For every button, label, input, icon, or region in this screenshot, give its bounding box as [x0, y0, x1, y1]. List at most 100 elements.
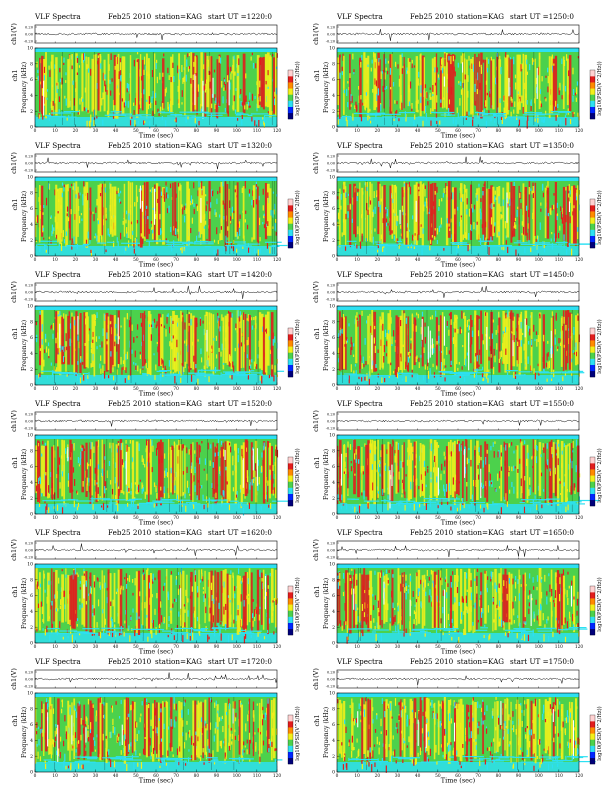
x-tick-label: 80: [496, 645, 502, 650]
x-tick-label: 0: [336, 516, 339, 521]
spectrogram-band-top: [337, 693, 579, 697]
y-tick-label: 0: [30, 512, 33, 518]
spectrogram-panel: VLF Spectra Feb25 2010 station=KAG start UT…: [307, 395, 607, 527]
y-tick-label: 2: [30, 754, 33, 760]
x-tick-label: 30: [395, 129, 401, 134]
x-tick-label: 70: [475, 645, 481, 650]
x-tick-label: 110: [555, 516, 563, 521]
x-tick-label: 80: [496, 774, 502, 779]
waveform-tick-label: 0.00: [327, 549, 336, 553]
colorbar: [287, 456, 294, 507]
title-start-time: start UT =1250:0: [510, 12, 574, 21]
colorbar-label: log10(PSD(V^2/Hz)): [294, 61, 301, 115]
spectrogram-panel: VLF Spectra Feb25 2010 station=KAG start UT…: [307, 137, 607, 269]
title-station: station=KAG: [457, 12, 504, 21]
y-tick-label: 8: [332, 577, 335, 583]
y-tick-label: 10: [329, 433, 335, 439]
y-axis-label: Frequency (kHz): [21, 449, 28, 500]
x-tick-label: 30: [93, 129, 99, 134]
x-tick-label: 80: [194, 774, 200, 779]
x-tick-label: 20: [73, 387, 79, 392]
spectrogram-svg: VLF Spectra Feb25 2010 station=KAG start UT…: [312, 141, 603, 269]
waveform-axis-label: ch1(V): [10, 23, 18, 45]
channel-label: ch1: [11, 328, 19, 340]
x-tick-label: 50: [435, 387, 441, 392]
spectrogram-svg: VLF Spectra Feb25 2010 station=KAG start UT…: [10, 270, 301, 398]
y-tick-label: 2: [30, 496, 33, 502]
x-tick-label: 80: [194, 258, 200, 263]
spectrogram-band-top: [35, 306, 277, 310]
colorbar: [589, 714, 596, 765]
colorbar-label: log10(PSD(V^2/Hz)): [596, 190, 603, 244]
x-tick-label: 80: [194, 516, 200, 521]
x-tick-label: 90: [516, 387, 522, 392]
x-tick-label: 20: [375, 774, 381, 779]
x-tick-label: 100: [535, 129, 543, 134]
y-tick-label: 8: [332, 61, 335, 67]
x-tick-label: 60: [153, 774, 159, 779]
title-date: Feb25 2010: [108, 657, 152, 666]
x-tick-label: 0: [336, 774, 339, 779]
y-tick-label: 0: [30, 641, 33, 647]
waveform-tick-label: 0.00: [327, 420, 336, 424]
waveform-tick-label: 0.00: [25, 549, 34, 553]
waveform-tick-label: 0.20: [25, 26, 34, 30]
waveform-frame: [34, 282, 278, 302]
title-start-time: start UT =1420:0: [208, 270, 272, 279]
x-tick-label: 70: [173, 645, 179, 650]
waveform-frame: [336, 411, 580, 431]
x-tick-label: 120: [575, 129, 583, 134]
waveform-tick-label: 0.20: [25, 284, 34, 288]
waveform-tick-label: 0.00: [25, 291, 34, 295]
waveform-tick-label: 0.20: [327, 284, 336, 288]
waveform-axis-label: ch1(V): [312, 668, 320, 690]
spectrogram-band-top: [35, 48, 277, 52]
spectrogram-band-top: [337, 48, 579, 52]
x-tick-label: 0: [34, 774, 37, 779]
waveform-frame: [336, 282, 580, 302]
y-tick-label: 8: [30, 706, 33, 712]
x-tick-label: 30: [395, 774, 401, 779]
x-tick-label: 40: [415, 258, 421, 263]
channel-label: ch1: [11, 715, 19, 727]
x-tick-label: 110: [555, 774, 563, 779]
x-tick-label: 100: [233, 516, 241, 521]
waveform-tick-label: 0.20: [25, 542, 34, 546]
spectrogram-band-top: [337, 435, 579, 439]
waveform-frame: [336, 24, 580, 44]
x-tick-label: 120: [273, 516, 281, 521]
y-axis-label: Frequency (kHz): [323, 707, 330, 758]
x-tick-label: 30: [93, 258, 99, 263]
title-date: Feb25 2010: [108, 12, 152, 21]
x-tick-label: 0: [336, 129, 339, 134]
spectrogram-svg: VLF Spectra Feb25 2010 station=KAG start UT…: [10, 528, 301, 656]
y-tick-label: 6: [30, 464, 33, 470]
title-label: VLF Spectra: [336, 657, 383, 666]
x-tick-label: 90: [214, 258, 220, 263]
x-tick-label: 20: [73, 645, 79, 650]
y-tick-label: 8: [332, 319, 335, 325]
x-tick-label: 120: [273, 387, 281, 392]
spectrogram-svg: VLF Spectra Feb25 2010 station=KAG start UT…: [10, 12, 301, 140]
spectrogram-band-bottom: [337, 762, 579, 772]
waveform-tick-label: 0.00: [327, 162, 336, 166]
title-label: VLF Spectra: [34, 528, 81, 537]
y-axis-label: Frequency (kHz): [21, 320, 28, 371]
colorbar-label: log10(PSD(V^2/Hz)): [294, 706, 301, 760]
x-tick-label: 60: [153, 129, 159, 134]
x-tick-label: 100: [535, 258, 543, 263]
x-tick-label: 90: [516, 774, 522, 779]
x-tick-label: 10: [354, 516, 360, 521]
spectrogram-cells: [338, 310, 585, 385]
channel-label: ch1: [313, 328, 321, 340]
y-tick-label: 0: [30, 770, 33, 776]
x-tick-label: 100: [233, 258, 241, 263]
x-tick-label: 70: [173, 774, 179, 779]
spectrogram-band-top: [35, 177, 277, 181]
spectrogram-band-bottom: [35, 117, 277, 127]
x-tick-label: 120: [273, 258, 281, 263]
x-tick-label: 40: [113, 774, 119, 779]
title-start-time: start UT =1220:0: [208, 12, 272, 21]
waveform-tick-label: 0.00: [25, 420, 34, 424]
